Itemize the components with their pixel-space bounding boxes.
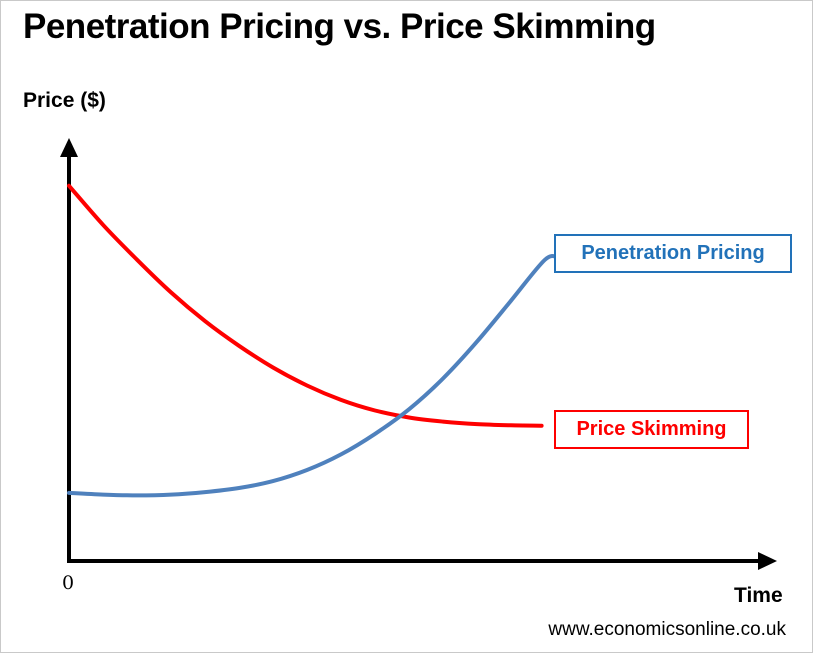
x-axis-label: Time — [734, 584, 783, 607]
penetration-pricing-curve — [67, 253, 561, 498]
x-axis-arrow-icon — [758, 552, 777, 570]
y-axis-label: Price ($) — [23, 89, 106, 112]
price-skimming-legend-box: Price Skimming — [554, 410, 749, 449]
footer-url: www.economicsonline.co.uk — [548, 619, 786, 640]
price-skimming-curve — [67, 183, 544, 428]
origin-label: 0 — [62, 572, 75, 594]
price-skimming-legend-label: Price Skimming — [576, 418, 727, 440]
page-title: Penetration Pricing vs. Price Skimming — [23, 7, 656, 46]
penetration-pricing-legend-label: Penetration Pricing — [581, 242, 765, 264]
y-axis-arrow-icon — [60, 138, 78, 157]
penetration-pricing-legend-box: Penetration Pricing — [554, 234, 792, 273]
